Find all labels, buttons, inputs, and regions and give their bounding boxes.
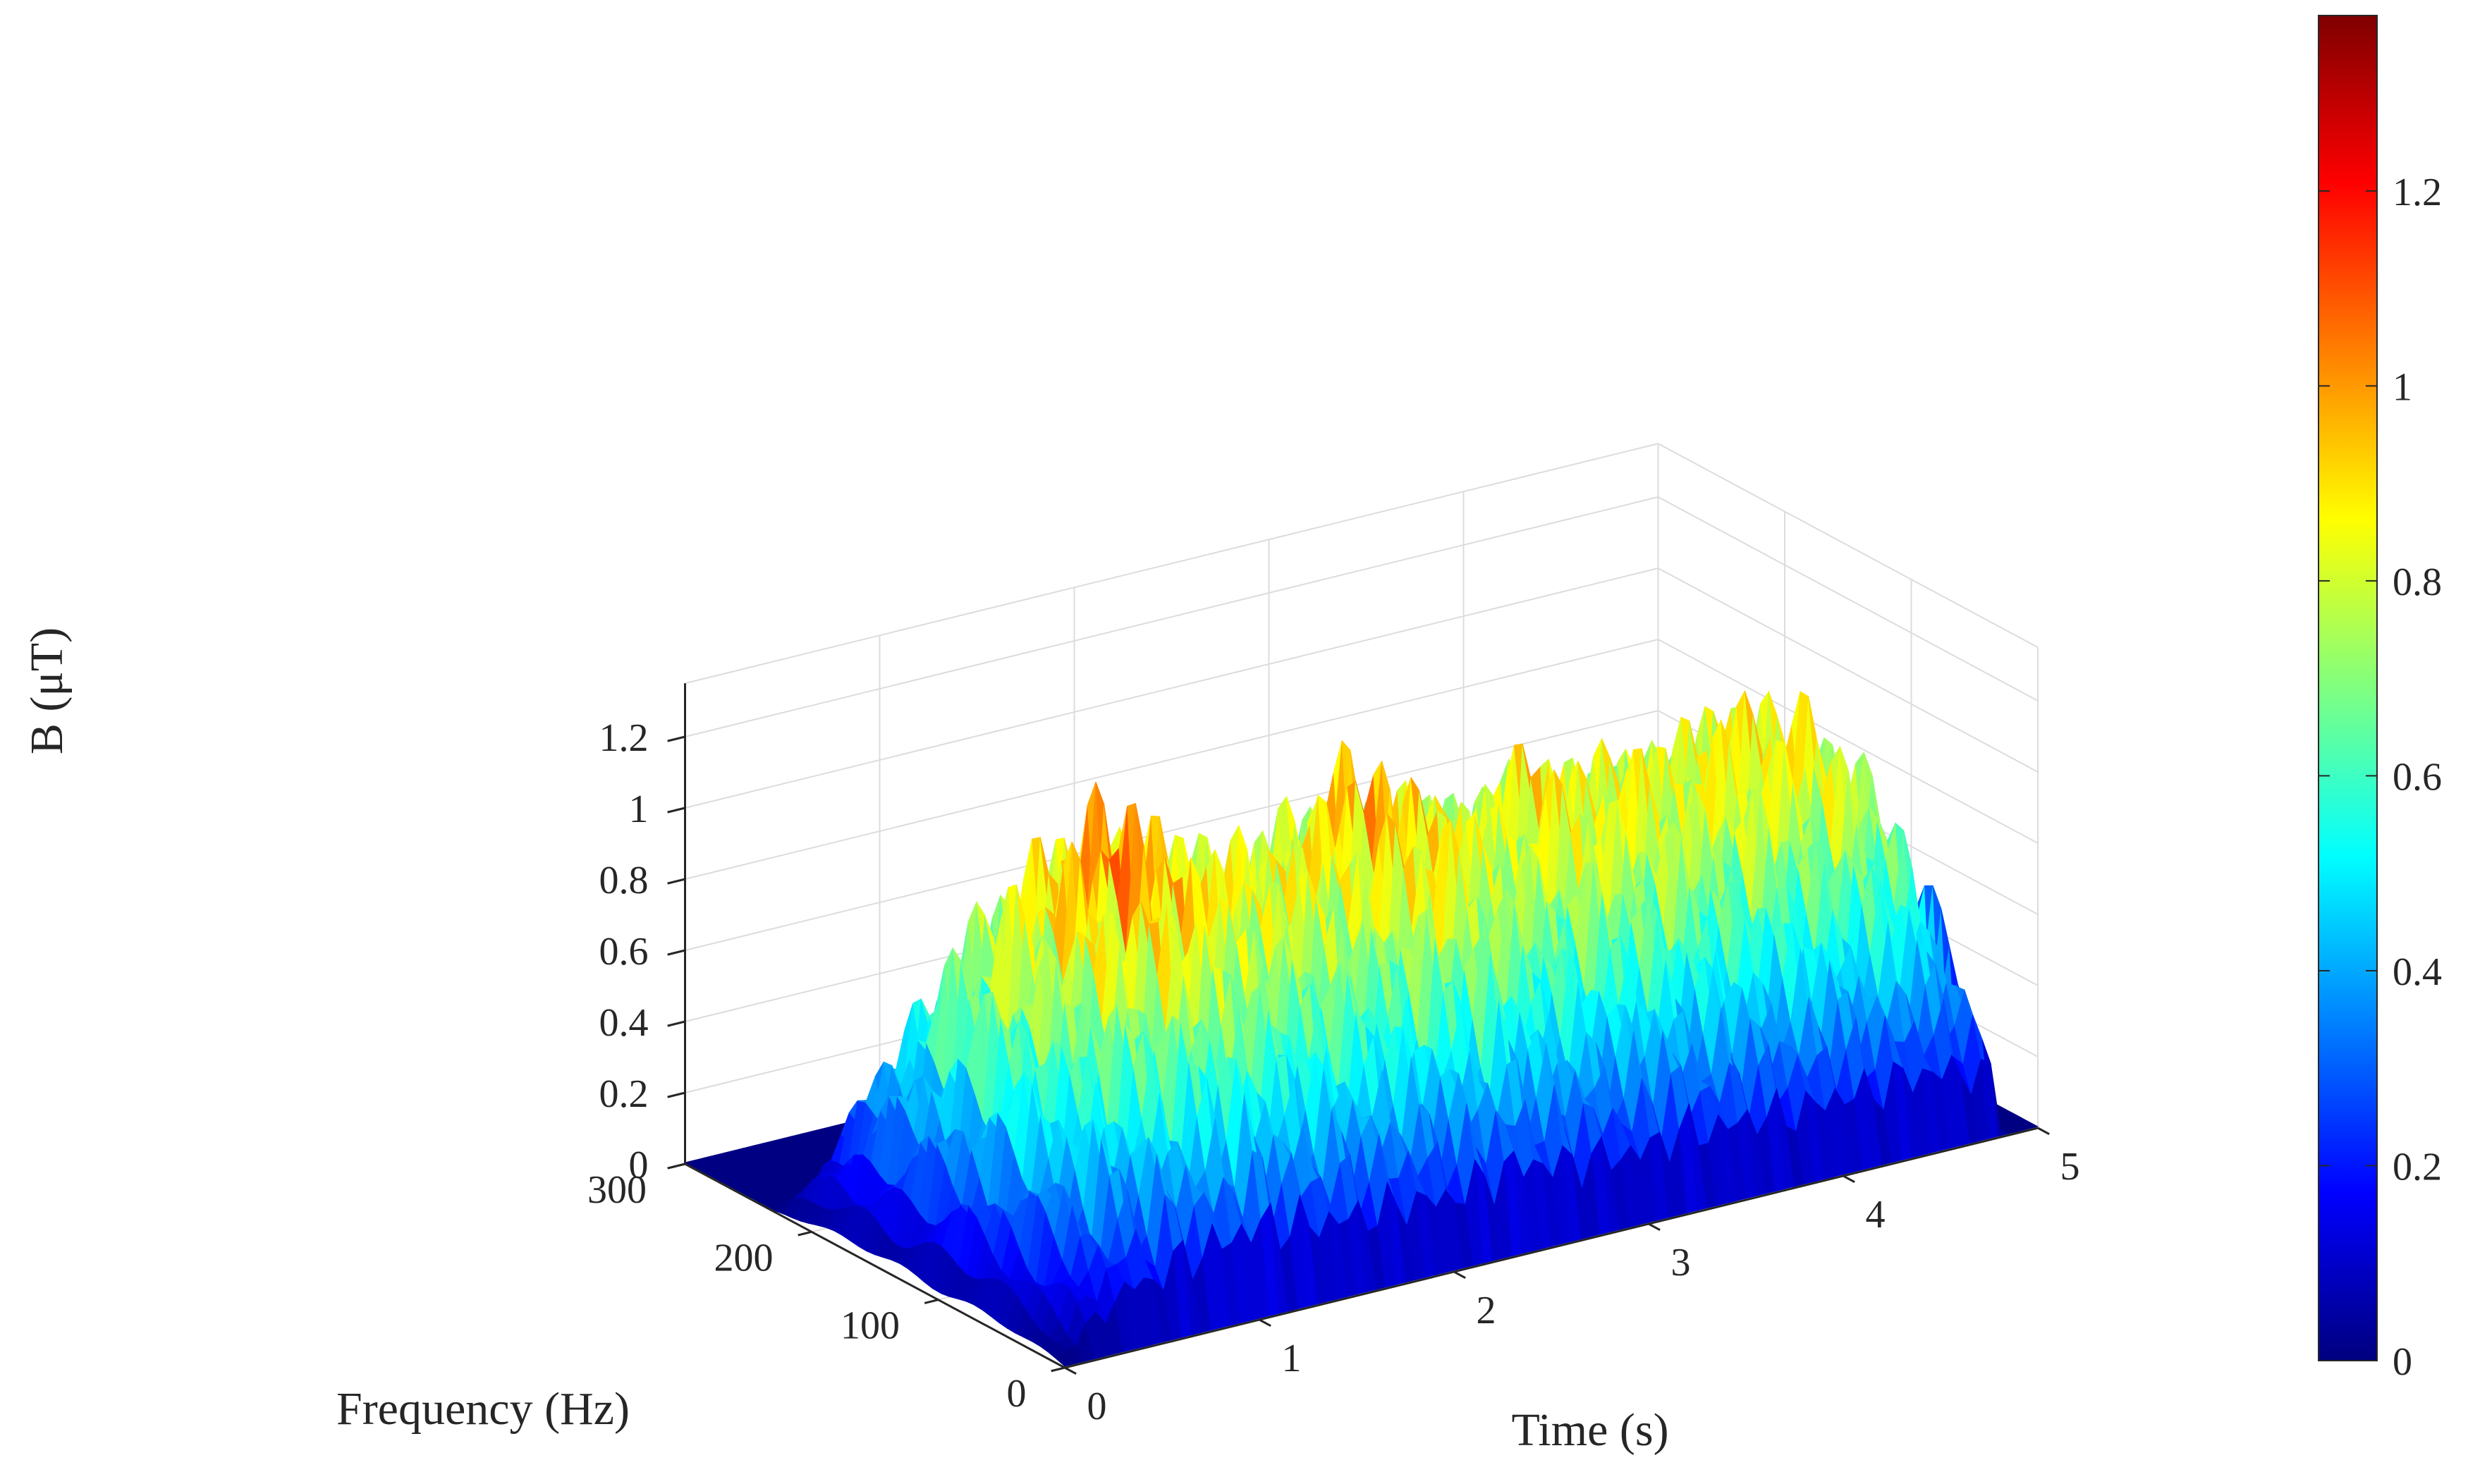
z-tick-label: 0.8 <box>599 859 649 902</box>
x-tick-label: 5 <box>2060 1145 2079 1189</box>
z-tick <box>667 1020 685 1027</box>
x-tick <box>1259 1318 1271 1327</box>
y-tick-label: 200 <box>714 1236 774 1280</box>
colorbar-tick-label: 0.2 <box>2393 1145 2442 1189</box>
x-tick <box>2037 1127 2050 1135</box>
grid-line <box>1658 496 2039 701</box>
grid-line <box>685 639 1658 880</box>
z-tick-label: 0 <box>629 1143 649 1187</box>
colorbar-tick-label: 1.2 <box>2393 171 2442 214</box>
y-tick <box>1051 1366 1065 1373</box>
x-tick <box>1648 1222 1661 1231</box>
z-tick-label: 1.2 <box>599 716 649 760</box>
colorbar-ticks: 0 0.2 0.4 0.6 0.8 1 1.2 <box>2319 171 2442 1384</box>
colorbar: 0 0.2 0.4 0.6 0.8 1 1.2 <box>2318 15 2442 1384</box>
x-tick-label: 3 <box>1670 1241 1690 1284</box>
colorbar-tick-label: 0.4 <box>2393 950 2442 994</box>
x-tick <box>1064 1366 1077 1375</box>
z-tick-label: 0.4 <box>599 1001 649 1045</box>
colorbar-tick-label: 0.6 <box>2393 755 2442 799</box>
y-tick-label: 300 <box>587 1168 647 1212</box>
x-tick-label: 2 <box>1476 1289 1496 1332</box>
x-tick <box>1843 1175 1855 1183</box>
x-axis-title: Time (s) <box>1511 1404 1668 1456</box>
z-tick <box>667 1163 685 1170</box>
grid-line <box>685 710 1658 951</box>
y-tick-label: 100 <box>841 1304 900 1348</box>
z-tick <box>667 735 685 742</box>
z-tick <box>667 1091 685 1098</box>
axis-labels: B (μT) Frequency (Hz) Time (s) <box>21 627 1669 1456</box>
z-tick <box>667 807 685 814</box>
z-tick-label: 0.2 <box>599 1072 649 1116</box>
colorbar-gradient <box>2318 15 2378 1361</box>
z-tick-label: 1 <box>629 787 649 831</box>
surface-mesh <box>684 689 2039 1367</box>
y-tick <box>924 1299 939 1304</box>
surface-patch <box>2019 1122 2039 1129</box>
y-axis-title: Frequency (Hz) <box>336 1383 630 1435</box>
grid-line <box>1658 443 2039 649</box>
x-tick-label: 4 <box>1865 1193 1885 1237</box>
z-tick <box>667 878 685 885</box>
grid-line <box>1658 639 2039 844</box>
grid-line <box>685 496 1658 737</box>
y-tick <box>798 1230 812 1237</box>
z-axis-title: B (μT) <box>21 627 73 754</box>
x-tick-label: 1 <box>1281 1337 1301 1380</box>
colorbar-tick-label: 0 <box>2393 1340 2412 1384</box>
z-tick <box>667 949 685 956</box>
grid-line <box>685 443 1658 685</box>
grid-line <box>1658 568 2039 773</box>
z-tick-label: 0.6 <box>599 930 649 974</box>
colorbar-tick-label: 0.8 <box>2393 560 2442 604</box>
colorbar-tick-label: 1 <box>2393 365 2412 409</box>
x-axis-line <box>1064 1127 2039 1369</box>
x-tick <box>1453 1270 1466 1279</box>
y-axis-line <box>684 1163 1065 1369</box>
y-tick-label: 0 <box>1007 1372 1027 1416</box>
grid-line <box>685 568 1658 809</box>
x-tick-label: 0 <box>1087 1385 1106 1428</box>
